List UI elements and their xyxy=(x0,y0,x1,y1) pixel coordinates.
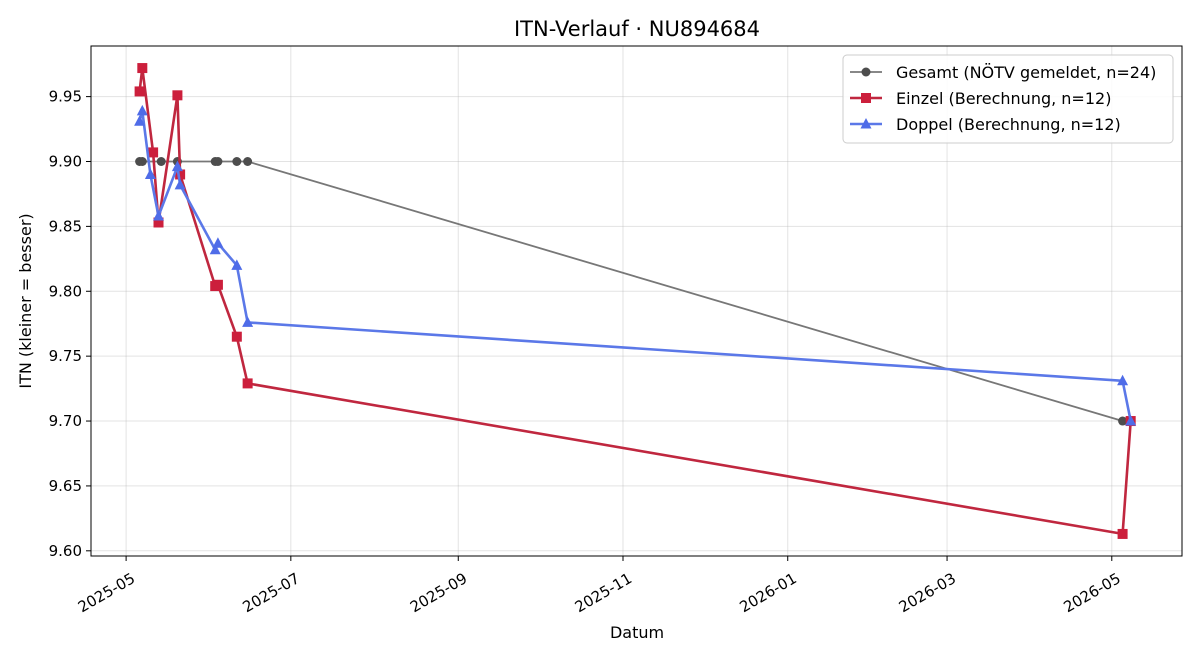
legend-marker xyxy=(861,93,871,103)
data-point xyxy=(136,104,148,116)
data-point xyxy=(1125,415,1137,426)
chart-title: ITN-Verlauf · NU894684 xyxy=(514,17,760,41)
data-point xyxy=(212,237,224,248)
data-point xyxy=(137,63,148,74)
data-point xyxy=(172,90,183,101)
data-point xyxy=(134,115,146,126)
legend-entry: Doppel (Berechnung, n=12) xyxy=(850,115,1121,134)
y-tick-label: 9.70 xyxy=(49,412,82,430)
y-tick-label: 9.95 xyxy=(49,88,82,106)
series-doppel xyxy=(134,104,1137,426)
legend-entry: Gesamt (NÖTV gemeldet, n=24) xyxy=(850,63,1156,82)
data-point xyxy=(174,178,186,190)
y-tick-label: 9.60 xyxy=(49,542,82,560)
plot-frame xyxy=(90,45,1183,557)
legend-marker xyxy=(860,118,872,129)
data-point xyxy=(175,169,186,180)
legend-label: Gesamt (NÖTV gemeldet, n=24) xyxy=(896,63,1156,82)
data-point xyxy=(231,259,243,270)
data-point xyxy=(213,156,223,166)
data-point xyxy=(137,156,147,166)
legend-label: Doppel (Berechnung, n=12) xyxy=(896,115,1121,134)
x-axis-label: Datum xyxy=(610,623,664,642)
data-point xyxy=(242,378,253,389)
data-point xyxy=(156,156,166,166)
series-line xyxy=(138,66,1132,536)
grid xyxy=(91,46,1182,556)
data-point xyxy=(144,168,156,179)
data-point xyxy=(171,160,183,172)
data-point xyxy=(153,217,164,228)
y-tick-label: 9.85 xyxy=(49,217,82,235)
legend: Gesamt (NÖTV gemeldet, n=24) Einzel (Bere… xyxy=(842,54,1174,144)
y-axis-label: ITN (kleiner = besser) xyxy=(16,213,35,388)
data-point xyxy=(243,156,253,166)
data-point xyxy=(232,156,242,166)
y-tick-label: 9.90 xyxy=(49,152,82,170)
y-tick-label: 9.65 xyxy=(49,477,82,495)
y-tick-label: 9.75 xyxy=(49,347,82,365)
data-point xyxy=(1117,374,1129,386)
data-point xyxy=(1117,528,1128,539)
data-point xyxy=(134,86,145,97)
series-line xyxy=(138,109,1132,422)
y-tick-label: 9.80 xyxy=(49,282,82,300)
data-point xyxy=(153,210,165,221)
data-point xyxy=(148,147,159,158)
legend-entry: Einzel (Berechnung, n=12) xyxy=(850,89,1111,108)
data-point xyxy=(231,331,242,342)
legend-label: Einzel (Berechnung, n=12) xyxy=(896,89,1111,108)
data-point xyxy=(209,243,221,255)
legend-box xyxy=(842,54,1174,144)
data-point xyxy=(212,279,223,290)
data-point xyxy=(242,316,254,327)
series-layer xyxy=(134,63,1137,539)
legend-marker xyxy=(861,67,871,77)
